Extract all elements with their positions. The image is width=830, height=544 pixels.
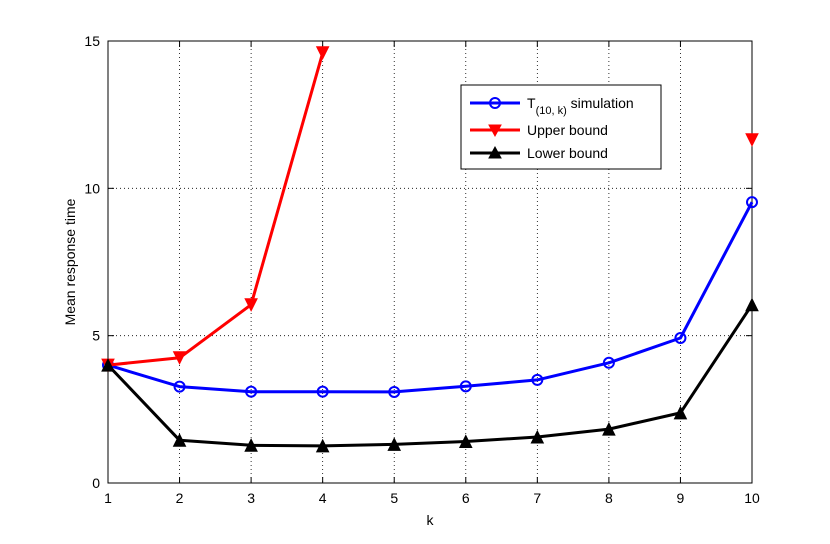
data-point-upper [745, 133, 759, 147]
legend-upper-label: Upper bound [527, 122, 608, 138]
legend-sim-marker [489, 97, 501, 109]
data-point-simulation [245, 385, 258, 398]
x-tick-label: 4 [319, 490, 327, 506]
x-tick-label: 6 [462, 490, 470, 506]
x-tick-label: 5 [390, 490, 398, 506]
data-point-simulation [388, 385, 401, 398]
series-line-lower [106, 303, 754, 448]
data-point-lower [387, 437, 402, 451]
data-point-lower [602, 421, 616, 436]
data-point-lower [172, 433, 187, 447]
legend-sim-subscript: (10, k) [536, 105, 567, 117]
data-point-lower [101, 358, 115, 372]
data-point-lower [673, 405, 688, 420]
grid-lines [108, 41, 752, 483]
legend-sim-prefix: T [527, 95, 536, 111]
x-tick-label: 2 [176, 490, 184, 506]
legend-lower-marker [488, 145, 502, 159]
y-axis-label: Mean response time [62, 198, 78, 325]
data-point-lower [530, 429, 545, 444]
y-tick-label: 0 [92, 475, 100, 491]
legend-lower-label: Lower bound [527, 145, 608, 161]
series-lower [101, 297, 759, 453]
y-tick-label: 5 [92, 328, 100, 344]
data-point-simulation [674, 332, 687, 345]
data-point-simulation [602, 356, 615, 369]
data-point-upper [315, 46, 330, 60]
legend-sim-label: T(10, k) simulation [527, 95, 634, 117]
x-tick-label: 8 [605, 490, 613, 506]
series-upper [101, 46, 759, 373]
data-point-lower [315, 438, 330, 453]
data-point-upper [244, 298, 258, 312]
data-point-simulation [746, 196, 758, 209]
data-point-simulation [459, 380, 472, 393]
plot-frame [107, 40, 753, 484]
x-tick-label: 1 [104, 490, 112, 506]
legend-sim-suffix: simulation [567, 95, 634, 111]
x-tick-label: 7 [533, 490, 541, 506]
x-axis-label: k [427, 512, 435, 528]
legend-upper-marker [488, 124, 502, 138]
x-tick-label: 10 [744, 490, 760, 506]
y-tick-label: 10 [84, 180, 100, 196]
axis-ticks: 1 2 3 4 5 6 7 8 9 10 0 5 10 15 [84, 33, 760, 506]
x-tick-label: 3 [247, 490, 255, 506]
legend: T(10, k) simulation Upper bound Lower bo… [460, 84, 662, 170]
y-tick-label: 15 [84, 33, 100, 49]
data-point-simulation [316, 385, 329, 398]
data-point-simulation [173, 380, 186, 393]
x-tick-label: 9 [677, 490, 685, 506]
data-point-simulation [531, 373, 544, 386]
data-point-lower [244, 438, 258, 452]
series-simulation [102, 196, 758, 398]
data-point-lower [458, 434, 473, 448]
series-line-simulation [107, 201, 754, 394]
series-layer [101, 46, 759, 453]
series-line-upper [107, 52, 325, 367]
data-point-upper [172, 351, 187, 365]
data-point-lower [745, 297, 759, 312]
